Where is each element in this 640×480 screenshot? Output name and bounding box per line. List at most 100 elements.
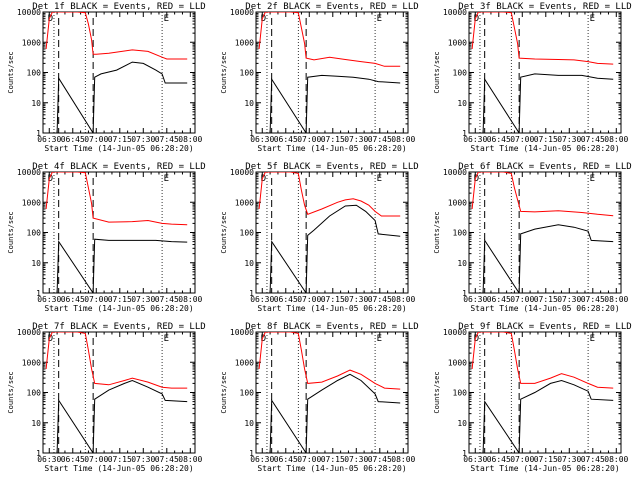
y-tick-label: 10 [31,259,41,268]
y-tick-label: 1 [249,289,254,298]
marker-label-d: D [474,174,479,184]
x-tick-label: 07:30 [131,455,155,464]
events-series-line [268,204,401,293]
y-axis-label: Counts/sec [7,371,15,413]
marker-label-d: D [261,14,266,24]
y-tick-label: 100 [453,229,468,238]
y-tick-label: 10 [244,419,254,428]
y-axis-label: Counts/sec [220,211,228,253]
x-axis-label: Start Time (14-Jun-05 06:28:20) [470,304,619,313]
y-tick-label: 1000 [235,38,254,47]
x-tick-label: 06:45 [487,135,511,144]
y-tick-label: 10 [457,419,467,428]
y-tick-label: 1 [462,289,467,298]
x-tick-label: 07:00 [297,455,321,464]
lld-series-line [471,332,614,389]
detector-panel-1f: Det 1f BLACK = Events, RED = LLD 1 10 100 10… [7,2,206,153]
y-tick-label: 10 [31,419,41,428]
x-axis-label: Start Time (14-Jun-05 06:28:20) [44,464,193,473]
events-series-line [55,61,188,133]
x-tick-label: 07:45 [368,295,392,304]
y-tick-label: 1000 [22,358,41,367]
detector-panel-7f: Det 7f BLACK = Events, RED = LLD 1 10 100 10… [7,322,206,473]
x-tick-label: 07:45 [581,135,605,144]
x-tick-label: 06:30 [250,295,274,304]
marker-label-e: E [164,174,169,184]
lld-series-line [258,12,401,67]
x-tick-label: 06:30 [463,135,487,144]
x-axis-label: Start Time (14-Jun-05 06:28:20) [470,464,619,473]
x-tick-label: 08:00 [604,455,628,464]
y-tick-label: 10 [244,99,254,108]
y-axis-label: Counts/sec [433,211,441,253]
x-tick-label: 07:00 [84,295,108,304]
x-tick-label: 07:45 [155,455,179,464]
x-tick-label: 06:45 [274,455,298,464]
y-tick-label: 1 [249,449,254,458]
y-tick-label: 100 [240,229,255,238]
y-tick-label: 1000 [448,198,467,207]
y-axis-label: Counts/sec [220,371,228,413]
x-tick-label: 07:30 [131,135,155,144]
x-tick-label: 06:30 [37,135,61,144]
y-axis-label: Counts/sec [433,51,441,93]
x-tick-label: 07:00 [510,455,534,464]
x-tick-label: 06:30 [37,455,61,464]
x-tick-label: 06:45 [274,295,298,304]
x-tick-label: 06:30 [463,455,487,464]
y-tick-label: 10000 [443,8,467,17]
x-tick-label: 06:45 [487,295,511,304]
y-tick-label: 10000 [230,168,254,177]
events-series-line [55,379,188,453]
detector-panel-8f: Det 8f BLACK = Events, RED = LLD 1 10 100 10… [220,322,419,473]
events-series-line [481,224,614,293]
y-tick-label: 1 [36,449,41,458]
y-axis-label: Counts/sec [220,51,228,93]
x-axis-label: Start Time (14-Jun-05 06:28:20) [257,464,406,473]
detector-panel-6f: Det 6f BLACK = Events, RED = LLD 1 10 100 10… [433,162,632,313]
plot-frame [42,331,196,454]
lld-series-line [258,172,401,217]
y-tick-label: 1 [36,129,41,138]
panel-title: Det 3f BLACK = Events, RED = LLD [458,2,631,12]
panel-title: Det 4f BLACK = Events, RED = LLD [32,162,205,172]
panel-title: Det 2f BLACK = Events, RED = LLD [245,2,418,12]
marker-label-d: D [474,334,479,344]
plot-frame [255,11,409,134]
x-tick-label: 07:30 [557,455,581,464]
x-tick-label: 07:00 [510,295,534,304]
x-tick-label: 07:00 [84,455,108,464]
y-tick-label: 10000 [443,328,467,337]
y-tick-label: 100 [27,389,42,398]
x-axis-label: Start Time (14-Jun-05 06:28:20) [44,304,193,313]
plot-frame [468,11,622,134]
x-tick-label: 06:45 [61,295,85,304]
lld-series-line [45,172,188,226]
y-tick-label: 10000 [230,8,254,17]
x-axis-label: Start Time (14-Jun-05 06:28:20) [470,144,619,153]
x-tick-label: 06:45 [487,455,511,464]
plot-frame [468,171,622,294]
marker-label-e: E [590,14,595,24]
x-tick-label: 08:00 [391,135,415,144]
lld-series-line [471,172,614,217]
x-tick-label: 08:00 [178,455,202,464]
x-tick-label: 07:30 [557,135,581,144]
plot-frame [468,331,622,454]
detector-panel-3f: Det 3f BLACK = Events, RED = LLD 1 10 100 10… [433,2,632,153]
x-tick-label: 08:00 [178,295,202,304]
marker-label-d: D [48,14,53,24]
plot-frame [42,11,196,134]
x-tick-label: 07:30 [557,295,581,304]
plot-frame [255,171,409,294]
x-axis-label: Start Time (14-Jun-05 06:28:20) [44,144,193,153]
events-series-line [268,74,401,133]
x-tick-label: 07:15 [321,295,345,304]
events-series-line [481,379,614,453]
y-tick-label: 1 [36,289,41,298]
plot-frame [42,171,196,294]
y-tick-label: 10 [244,259,254,268]
y-tick-label: 1 [462,449,467,458]
y-axis-label: Counts/sec [7,51,15,93]
